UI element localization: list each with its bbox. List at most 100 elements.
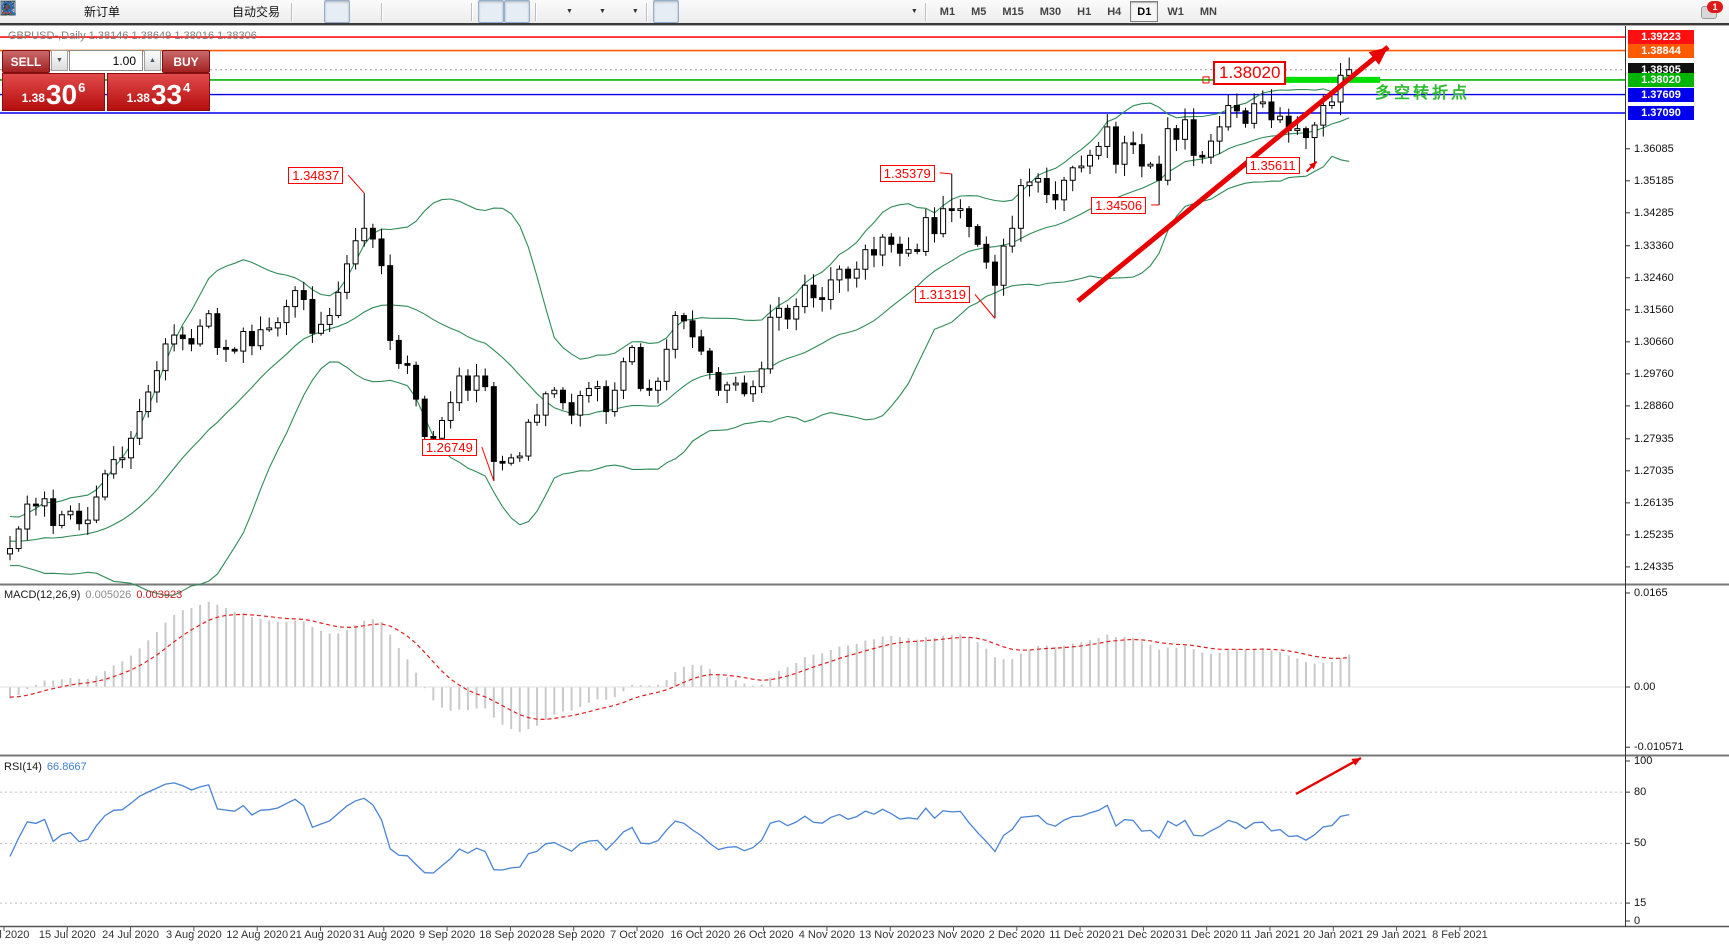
price-callout-label: 1.31319: [914, 286, 970, 304]
timeframe-button-d1[interactable]: D1: [1130, 1, 1159, 22]
buy-price-panel[interactable]: 1.38 33 4: [107, 73, 210, 111]
date-axis-label: 11 Dec 2020: [1049, 929, 1111, 941]
date-axis-label: 26 Oct 2020: [733, 929, 794, 941]
price-axis-tick-label: 1.35185: [1634, 174, 1674, 187]
date-axis-label: 21 Dec 2020: [1112, 929, 1175, 941]
buy-price-whole: 1.38: [126, 91, 150, 105]
rsi-axis-tick-label: 0: [1634, 915, 1641, 927]
sell-price-panel[interactable]: 1.38 30 6: [2, 73, 105, 111]
dropdown-caret-icon[interactable]: ▼: [598, 8, 606, 15]
price-axis-badge: 1.39223: [1628, 30, 1694, 45]
volume-input[interactable]: 1.00: [69, 50, 143, 71]
date-axis-label: 11 Jan 2021: [1240, 929, 1300, 941]
date-axis-label: 15 Jul 2020: [38, 929, 96, 941]
date-axis-label: 20 Jan 2021: [1303, 929, 1364, 941]
notifications-icon[interactable]: 1: [1701, 0, 1723, 21]
date-axis-label: 31 Aug 2020: [352, 929, 415, 941]
timeframe-button-m30[interactable]: M30: [1039, 5, 1062, 18]
rsi-axis-tick-label: 80: [1634, 786, 1647, 799]
rsi-value: 66.8667: [46, 761, 87, 773]
date-axis-label: 18 Sep 2020: [479, 929, 542, 941]
date-axis-label: 21 Aug 2020: [289, 929, 352, 941]
sell-button[interactable]: SELL: [2, 50, 50, 73]
price-callout-label: 1.35611: [1245, 156, 1300, 174]
macd-axis-tick-label: 0.0165: [1634, 586, 1668, 599]
toolbar-separator: [924, 2, 927, 21]
price-axis-tick-label: 1.36085: [1634, 142, 1674, 155]
timeframe-button-m5[interactable]: M5: [971, 5, 987, 18]
cursor-icon[interactable]: [4, 0, 679, 23]
timeframe-button-m1[interactable]: M1: [939, 5, 956, 18]
macd-indicator-name: MACD(12,26,9): [4, 589, 81, 601]
date-axis-label: 7 Oct 2020: [610, 929, 664, 941]
notification-count-badge: 1: [1707, 0, 1723, 13]
date-axis-label: 8 Feb 2021: [1432, 929, 1488, 941]
date-axis-label: 29 Jan 2021: [1366, 929, 1427, 941]
resistance-price-label: 1.38020: [1213, 61, 1287, 85]
rsi-pane-label: RSI(14) 66.8667: [4, 761, 87, 773]
volume-decrease-button[interactable]: ▼: [51, 50, 68, 71]
date-axis-label: 3 Aug 2020: [166, 929, 222, 941]
date-axis-label: 12 Aug 2020: [226, 929, 289, 941]
price-axis-tick-label: 1.24335: [1634, 560, 1674, 573]
timeframe-button-mn[interactable]: MN: [1199, 5, 1217, 18]
macd-axis-tick-label: 0.00: [1634, 681, 1656, 693]
price-axis-tick-label: 1.31560: [1634, 303, 1674, 316]
rsi-axis-tick-label: 50: [1634, 837, 1647, 850]
price-axis-tick-label: 1.30660: [1634, 335, 1674, 348]
price-axis-badge: 1.37609: [1628, 87, 1694, 102]
volume-increase-button[interactable]: ▲: [144, 50, 161, 71]
date-axis-label: 9 Sep 2020: [418, 929, 476, 941]
sell-price-whole: 1.38: [21, 91, 45, 105]
macd-axis-tick-label: -0.010571: [1634, 741, 1684, 754]
date-axis-label: 6 Jul 2020: [0, 929, 30, 941]
buy-price-point: 4: [183, 80, 191, 95]
price-axis-badge: 1.37090: [1628, 106, 1694, 120]
timeframe-button-m15[interactable]: M15: [1002, 5, 1024, 18]
macd-pane-label: MACD(12,26,9) 0.005026 0.003923: [4, 589, 182, 601]
date-axis-label: 28 Sep 2020: [542, 929, 605, 941]
turning-point-annotation: 多空转折点: [1375, 85, 1471, 102]
price-callout-label: 1.34837: [288, 167, 344, 185]
date-axis-label: 2 Dec 2020: [988, 929, 1045, 941]
one-click-trading-panel: SELL ▼ 1.00 ▲ BUY 1.38 30 6 1.38 33 4: [2, 50, 216, 111]
date-axis-label: 24 Jul 2020: [102, 929, 160, 941]
price-callout-label: 1.34506: [1091, 196, 1147, 214]
price-axis-tick-label: 1.29760: [1634, 367, 1674, 380]
toolbar-separator: [381, 2, 384, 21]
toolbar-separator: [535, 2, 538, 21]
price-axis-tick-label: 1.27935: [1634, 432, 1674, 445]
autotrading-label[interactable]: 自动交易: [232, 5, 281, 19]
dropdown-caret-icon[interactable]: ▼: [910, 8, 918, 15]
price-callout-label: 1.26749: [421, 439, 477, 456]
rsi-axis-tick-label: 15: [1634, 897, 1647, 910]
price-axis-tick-label: 1.32460: [1634, 271, 1674, 284]
buy-button[interactable]: BUY: [162, 50, 210, 73]
new-order-label[interactable]: 新订单: [84, 5, 121, 19]
date-axis-label: 16 Oct 2020: [670, 929, 731, 941]
timeframe-button-h1[interactable]: H1: [1077, 5, 1092, 18]
timeframe-button-h4[interactable]: H4: [1107, 5, 1122, 18]
toolbar-separator: [471, 2, 474, 21]
price-axis-tick-label: 1.33360: [1634, 239, 1674, 252]
price-callout-label: 1.35379: [879, 164, 935, 182]
sell-price-pips: 30: [45, 79, 78, 110]
timeframe-button-w1[interactable]: W1: [1167, 5, 1184, 18]
price-axis-tick-label: 1.28860: [1634, 399, 1674, 412]
price-axis-tick-label: 1.34285: [1634, 206, 1674, 219]
toolbar-separator: [291, 2, 294, 21]
dropdown-caret-icon[interactable]: ▼: [631, 8, 639, 15]
macd-main-value: 0.005026: [85, 589, 132, 601]
date-axis-label: 31 Dec 2020: [1175, 929, 1238, 941]
date-axis-label: 23 Nov 2020: [922, 929, 985, 941]
price-axis-tick-label: 1.26135: [1634, 496, 1674, 509]
dropdown-caret-icon[interactable]: ▼: [566, 8, 573, 15]
date-axis-label: 4 Nov 2020: [798, 929, 856, 941]
price-axis-tick-label: 1.25235: [1634, 528, 1674, 541]
price-axis-tick-label: 1.27035: [1634, 464, 1674, 477]
buy-price-pips: 33: [150, 79, 183, 110]
macd-signal-value: 0.003923: [136, 589, 183, 601]
date-axis-label: 13 Nov 2020: [858, 929, 922, 941]
